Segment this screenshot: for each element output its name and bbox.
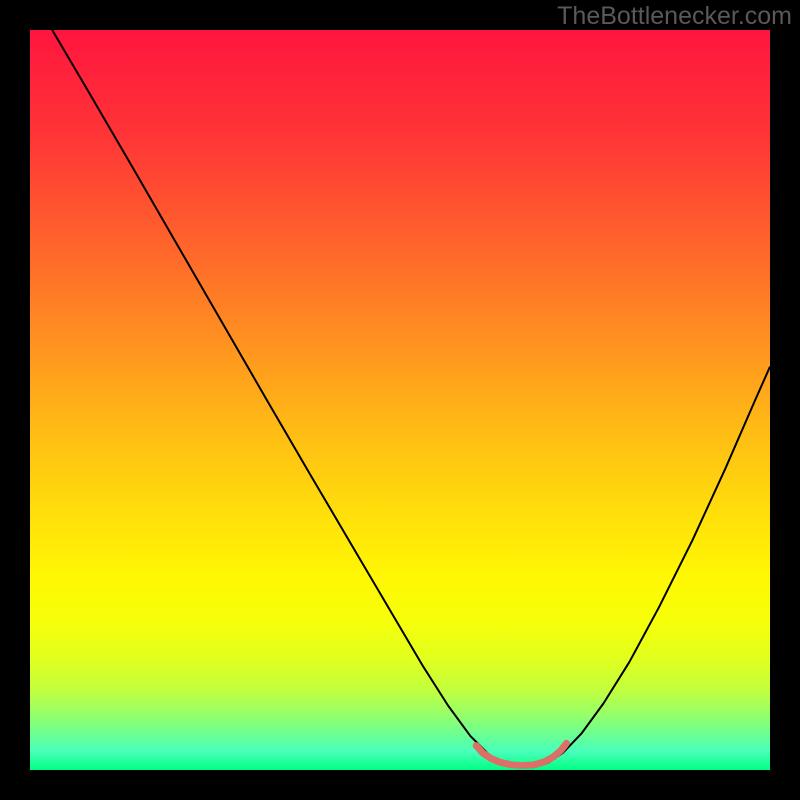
plot-background [30, 30, 770, 770]
chart-container: TheBottlenecker.com [0, 0, 800, 800]
chart-svg [0, 0, 800, 800]
